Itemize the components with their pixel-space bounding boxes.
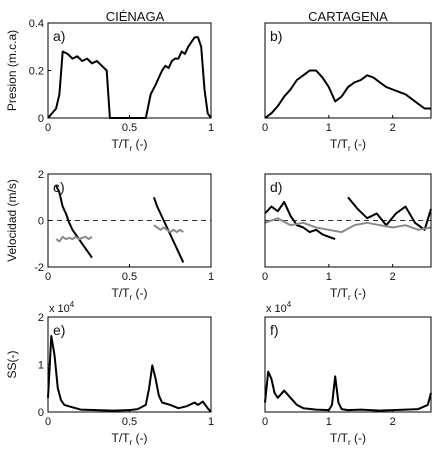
x-axis-label: T/Tr (-) <box>112 286 148 302</box>
y-tick-label: -2 <box>34 262 44 274</box>
plot-frame <box>47 22 212 119</box>
x-tick-label: 2 <box>390 122 396 134</box>
column-title-left: CIÉNAGA <box>106 9 165 24</box>
chart-panels: 0 0.5 1 0 0.2 0.4 a) Presion (m.c.a) T/Tr (-) 0 1 2… <box>5 18 432 447</box>
x-tick-label: 0 <box>45 122 51 134</box>
series-line-1 <box>264 370 432 412</box>
plot-frame <box>264 316 432 413</box>
y-axis-label: SS(-) <box>5 351 19 379</box>
panel-label: e) <box>53 322 65 338</box>
y-tick-label: 0.2 <box>29 66 44 78</box>
x-tick-label: 1 <box>326 122 332 134</box>
series-line-1 <box>264 69 431 119</box>
series-line-1 <box>47 36 212 119</box>
series-line-4 <box>153 224 184 234</box>
x-axis-label: T/Tr (-) <box>330 286 366 302</box>
panel-label: b) <box>270 28 282 44</box>
x-tick-label: 0 <box>262 271 268 283</box>
plot-frame <box>47 316 212 413</box>
chart-panel-f: 0 1 2 f) T/Tr (-) x 104 <box>262 300 432 447</box>
chart-panel-a: 0 0.5 1 0 0.2 0.4 a) Presion (m.c.a) T/Tr (-) <box>5 18 214 153</box>
y-tick-label: 0.4 <box>29 18 44 30</box>
x-tick-label: 1 <box>208 416 214 428</box>
x-tick-label: 2 <box>390 271 396 283</box>
x-tick-label: 1 <box>326 416 332 428</box>
panel-label: a) <box>53 28 65 44</box>
chart-panel-b: 0 1 2 b) T/Tr (-) <box>262 22 432 153</box>
plot-frame <box>264 22 432 119</box>
y-multiplier: x 104 <box>49 300 75 315</box>
x-tick-label: 0 <box>45 416 51 428</box>
series-line-3 <box>264 217 432 234</box>
x-tick-label: 0.5 <box>122 271 137 283</box>
column-title-right: CARTAGENA <box>308 9 388 24</box>
x-tick-label: 1 <box>208 271 214 283</box>
x-axis-label: T/Tr (-) <box>112 431 148 447</box>
x-tick-label: 0 <box>262 416 268 428</box>
chart-panel-e: 0 0.5 1 0 1 2 e) SS(-) T/Tr (-) x 104 <box>5 300 214 447</box>
series-line-2 <box>55 235 93 243</box>
x-tick-label: 0.5 <box>122 122 137 134</box>
panel-label: c) <box>53 179 65 195</box>
x-tick-label: 0.5 <box>122 416 137 428</box>
panel-label: d) <box>270 179 282 195</box>
series-line-1 <box>55 185 93 259</box>
x-tick-label: 0 <box>262 122 268 134</box>
plot-frame <box>264 173 432 268</box>
y-tick-label: 1 <box>38 360 44 372</box>
x-axis-label: T/Tr (-) <box>112 137 148 153</box>
y-tick-label: 2 <box>38 169 44 181</box>
y-multiplier: x 104 <box>266 300 292 315</box>
y-tick-label: 0 <box>38 113 44 125</box>
y-tick-label: 2 <box>38 312 44 324</box>
x-tick-label: 0 <box>45 271 51 283</box>
x-axis-label: T/Tr (-) <box>330 431 366 447</box>
x-tick-label: 1 <box>326 271 332 283</box>
y-axis-label: Presion (m.c.a) <box>5 30 19 111</box>
series-line-1 <box>264 200 336 241</box>
x-tick-label: 1 <box>208 122 214 134</box>
chart-panel-d: 0 1 2 d) T/Tr (-) <box>262 173 432 302</box>
series-line-1 <box>47 335 212 413</box>
y-tick-label: 0 <box>38 216 44 228</box>
series-line-2 <box>347 196 432 231</box>
x-tick-label: 2 <box>390 416 396 428</box>
y-axis-label: Velocidad (m/s) <box>5 179 19 262</box>
x-axis-label: T/Tr (-) <box>330 137 366 153</box>
y-tick-label: 0 <box>38 407 44 419</box>
panel-label: f) <box>270 322 279 338</box>
